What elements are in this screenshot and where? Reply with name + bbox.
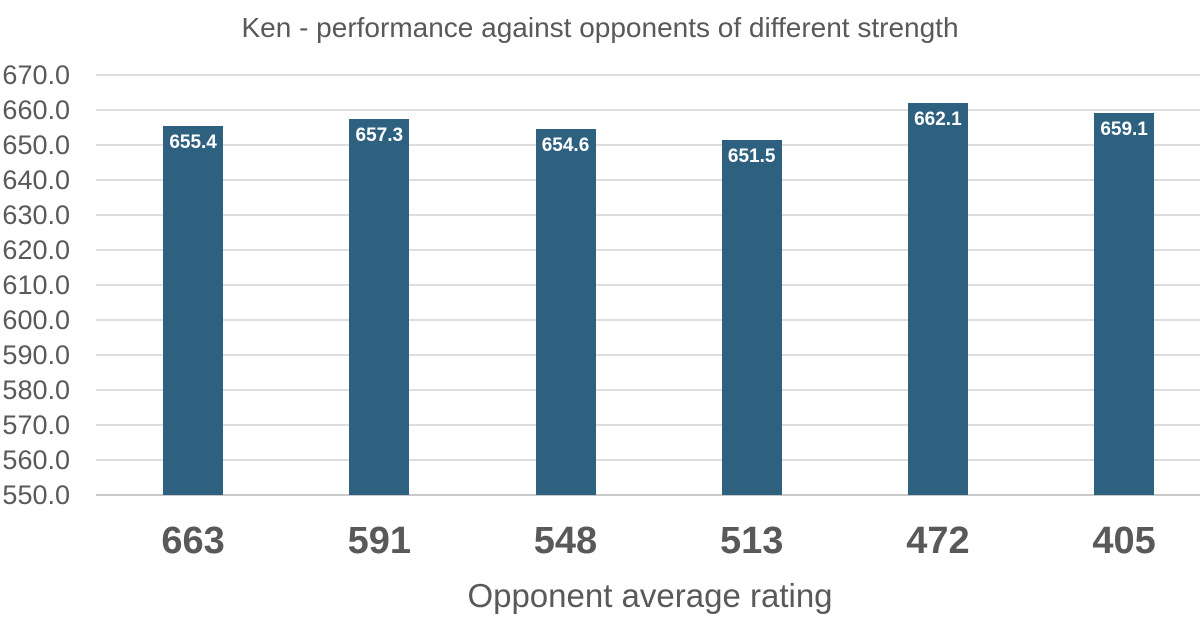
y-tick-label: 560.0 xyxy=(2,445,70,475)
y-tick-label: 620.0 xyxy=(2,235,70,265)
y-tick-label: 660.0 xyxy=(2,95,70,125)
x-tick-label: 472 xyxy=(906,520,970,562)
bar: 662.1 xyxy=(907,102,968,495)
y-tick-label: 610.0 xyxy=(2,270,70,300)
y-tick-label: 630.0 xyxy=(2,200,70,230)
y-tick-label: 600.0 xyxy=(2,305,70,335)
x-tick-label: 591 xyxy=(347,520,411,562)
bar-value-label: 659.1 xyxy=(1100,119,1148,141)
bar-value-label: 655.4 xyxy=(169,132,217,154)
y-tick-label: 650.0 xyxy=(2,130,70,160)
x-tick-label: 513 xyxy=(719,520,784,562)
gridline xyxy=(96,74,1200,76)
bar: 657.3 xyxy=(349,119,410,495)
gridline xyxy=(96,354,1200,356)
gridline xyxy=(96,214,1200,216)
gridline xyxy=(96,179,1200,181)
bar: 654.6 xyxy=(535,128,596,495)
x-axis-baseline xyxy=(96,494,1200,496)
y-tick-label: 590.0 xyxy=(2,340,70,370)
bar-value-label: 654.6 xyxy=(541,134,590,156)
y-tick-label: 570.0 xyxy=(2,410,70,440)
gridline xyxy=(96,109,1200,111)
bar: 651.5 xyxy=(721,139,782,495)
gridline xyxy=(96,424,1200,426)
gridline xyxy=(96,389,1200,391)
y-tick-label: 670.0 xyxy=(2,60,70,90)
gridline xyxy=(96,459,1200,461)
y-tick-label: 550.0 xyxy=(2,480,70,510)
bar: 659.1 xyxy=(1094,113,1155,495)
y-tick-label: 580.0 xyxy=(2,375,70,405)
bar-value-label: 657.3 xyxy=(355,125,404,147)
gridline xyxy=(96,144,1200,146)
bar-value-label: 651.5 xyxy=(727,145,776,167)
gridline xyxy=(96,249,1200,251)
bar-value-label: 662.1 xyxy=(914,108,962,130)
y-tick-label: 640.0 xyxy=(2,165,70,195)
gridline xyxy=(96,319,1200,321)
x-tick-label: 548 xyxy=(533,520,598,562)
bar: 655.4 xyxy=(163,126,224,495)
gridline xyxy=(96,284,1200,286)
x-tick-label: 663 xyxy=(161,520,225,562)
x-tick-label: 405 xyxy=(1092,520,1156,562)
chart-title: Ken - performance against opponents of d… xyxy=(241,12,959,43)
x-axis-title: Opponent average rating xyxy=(467,577,833,614)
